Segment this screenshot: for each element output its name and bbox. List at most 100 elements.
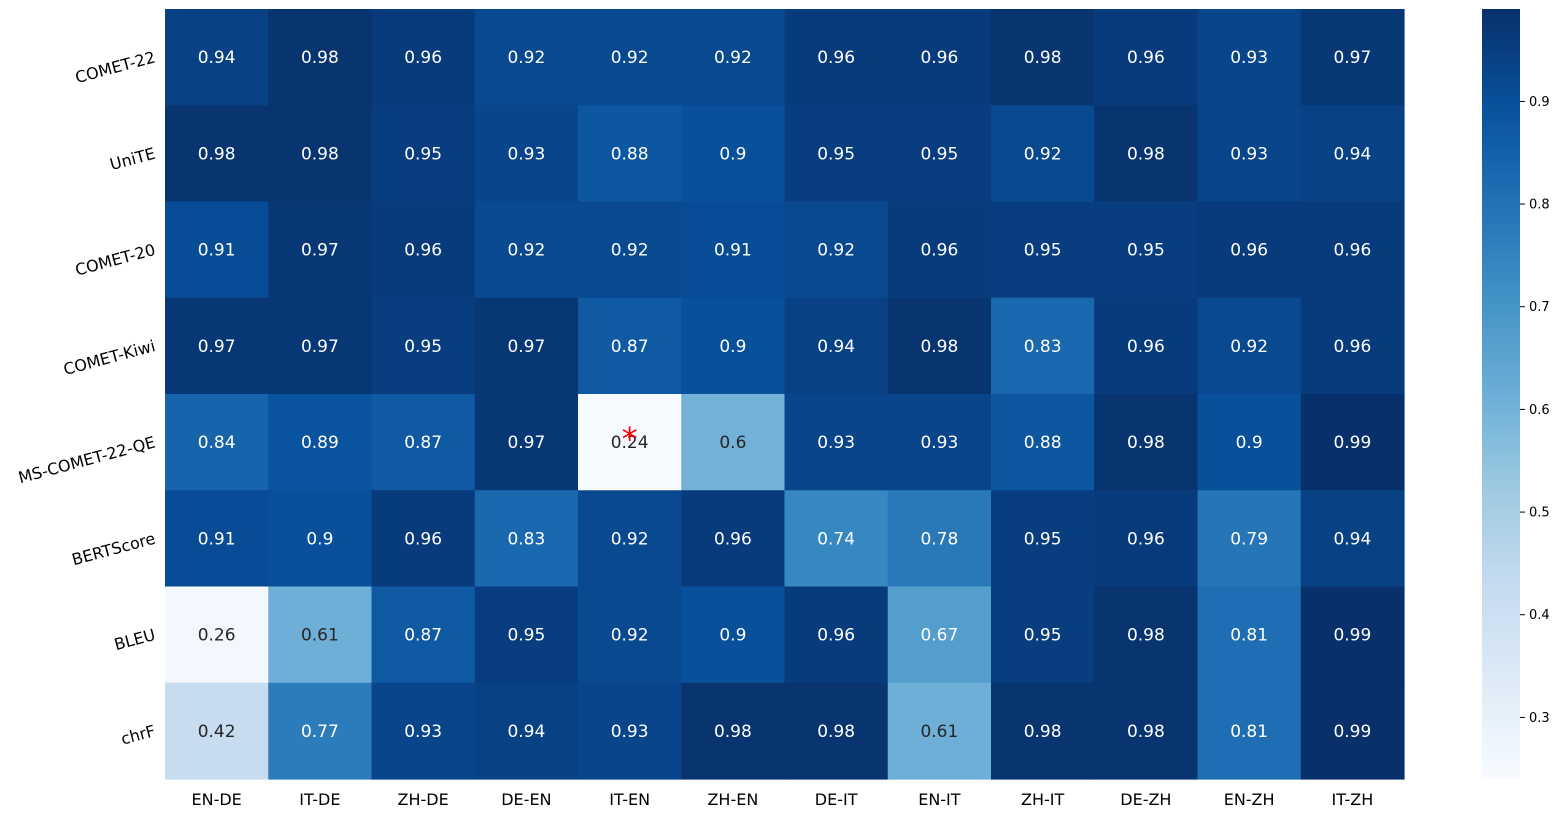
colorbar-tick-label: 0.5 <box>1529 506 1550 521</box>
heatmap-cell <box>1197 394 1302 491</box>
heatmap-cell <box>268 586 373 684</box>
cell-value-label: 0.83 <box>1024 337 1062 357</box>
cell-value-label: 0.94 <box>507 722 545 742</box>
cell-value-label: 0.97 <box>507 433 545 453</box>
x-tick-label: EN-ZH <box>1224 790 1275 809</box>
colorbar-tick-label: 0.7 <box>1529 300 1550 315</box>
y-tick-label: chrF <box>119 721 157 748</box>
heatmap-cell <box>578 682 682 780</box>
cell-value-label: 0.97 <box>301 241 339 261</box>
y-tick-label: COMET-20 <box>73 240 157 280</box>
cell-value-label: 0.91 <box>198 529 236 549</box>
cell-value-label: 0.95 <box>404 337 442 357</box>
cell-value-label: 0.67 <box>920 626 958 646</box>
cell-value-label: 0.97 <box>507 337 545 357</box>
cell-value-label: 0.99 <box>1333 433 1371 453</box>
heatmap-cell <box>784 490 889 588</box>
heatmap-cell <box>1300 682 1405 780</box>
heatmap-cell <box>681 394 786 491</box>
y-tick-label: COMET-22 <box>73 47 157 87</box>
cell-value-label: 0.98 <box>714 722 752 742</box>
cell-value-label: 0.95 <box>1127 241 1165 261</box>
cell-value-label: 0.91 <box>714 241 752 261</box>
heatmap-cell <box>371 9 476 106</box>
cell-value-label: 0.96 <box>1230 241 1268 261</box>
x-tick-label: DE-IT <box>815 790 858 809</box>
heatmap-cell <box>268 201 373 299</box>
cell-value-label: 0.93 <box>507 144 545 164</box>
heatmap-cell <box>887 394 992 491</box>
heatmap-cell <box>165 297 269 395</box>
cell-value-label: 0.96 <box>404 241 442 261</box>
heatmap-cell <box>991 586 1095 684</box>
cell-value-label: 0.96 <box>404 529 442 549</box>
heatmap-cell <box>887 105 992 203</box>
cell-value-label: 0.98 <box>198 144 236 164</box>
cell-value-label: 0.96 <box>817 48 855 68</box>
cell-value-label: 0.98 <box>1127 144 1165 164</box>
heatmap-cell <box>578 105 682 203</box>
heatmap-cell <box>1094 105 1199 203</box>
heatmap-cell <box>268 105 373 203</box>
cell-value-label: 0.87 <box>404 626 442 646</box>
cell-value-label: 0.97 <box>198 337 236 357</box>
cell-value-label: 0.96 <box>920 48 958 68</box>
heatmap-cell <box>681 9 786 106</box>
heatmap-cell <box>784 682 889 780</box>
cell-value-label: 0.9 <box>719 144 746 164</box>
heatmap-cell <box>474 9 579 106</box>
heatmap-cell <box>991 297 1095 395</box>
cell-value-label: 0.87 <box>404 433 442 453</box>
heatmap-cell <box>991 394 1095 491</box>
x-tick-label: EN-IT <box>918 790 961 809</box>
heatmap-cell <box>165 394 269 491</box>
cell-value-label: 0.98 <box>301 144 339 164</box>
y-tick-label: BLEU <box>112 625 157 654</box>
cell-value-label: 0.95 <box>1024 529 1062 549</box>
cell-value-label: 0.96 <box>1127 337 1165 357</box>
heatmap-cell <box>578 586 682 684</box>
cell-value-label: 0.81 <box>1230 626 1268 646</box>
cell-value-label: 0.98 <box>301 48 339 68</box>
heatmap-cell <box>784 105 889 203</box>
annotation-markers: * <box>622 420 638 458</box>
colorbar-tick-label: 0.9 <box>1529 95 1550 110</box>
cell-value-label: 0.61 <box>920 722 958 742</box>
x-axis-tick-labels: EN-DE IT-DE ZH-DE DE-EN IT-EN ZH-EN DE-IT EN-IT… <box>191 790 1373 809</box>
cell-value-label: 0.97 <box>301 337 339 357</box>
heatmap-cell <box>268 297 373 395</box>
cell-value-label: 0.97 <box>1333 48 1371 68</box>
heatmap-cell <box>991 490 1095 588</box>
colorbar-tick-label: 0.8 <box>1529 198 1550 213</box>
cell-value-label: 0.98 <box>1127 722 1165 742</box>
heatmap-cell <box>474 297 579 395</box>
cell-value-label: 0.9 <box>306 529 333 549</box>
x-tick-label: ZH-DE <box>398 790 449 809</box>
cell-value-label: 0.89 <box>301 433 339 453</box>
heatmap-cell <box>1094 297 1199 395</box>
cell-value-label: 0.42 <box>198 722 236 742</box>
heatmap-cell <box>681 105 786 203</box>
heatmap-cell <box>681 586 786 684</box>
cell-value-label: 0.81 <box>1230 722 1268 742</box>
cell-value-label: 0.61 <box>301 626 339 646</box>
x-tick-label: ZH-EN <box>707 790 758 809</box>
heatmap-cell <box>1094 9 1199 106</box>
heatmap-cell <box>165 682 269 780</box>
x-tick-label: IT-ZH <box>1331 790 1373 809</box>
colorbar-tick-label: 0.4 <box>1529 608 1550 623</box>
heatmap-cell <box>165 201 269 299</box>
cell-value-label: 0.9 <box>719 626 746 646</box>
cell-value-label: 0.93 <box>1230 144 1268 164</box>
heatmap-cell <box>1094 586 1199 684</box>
x-tick-label: IT-DE <box>299 790 340 809</box>
cell-value-label: 0.96 <box>404 48 442 68</box>
heatmap-cell <box>165 9 269 106</box>
cell-value-label: 0.95 <box>507 626 545 646</box>
heatmap-cell <box>887 9 992 106</box>
heatmap-cell <box>1197 682 1302 780</box>
cell-value-label: 0.92 <box>507 241 545 261</box>
cell-value-label: 0.98 <box>920 337 958 357</box>
heatmap-cell <box>371 201 476 299</box>
